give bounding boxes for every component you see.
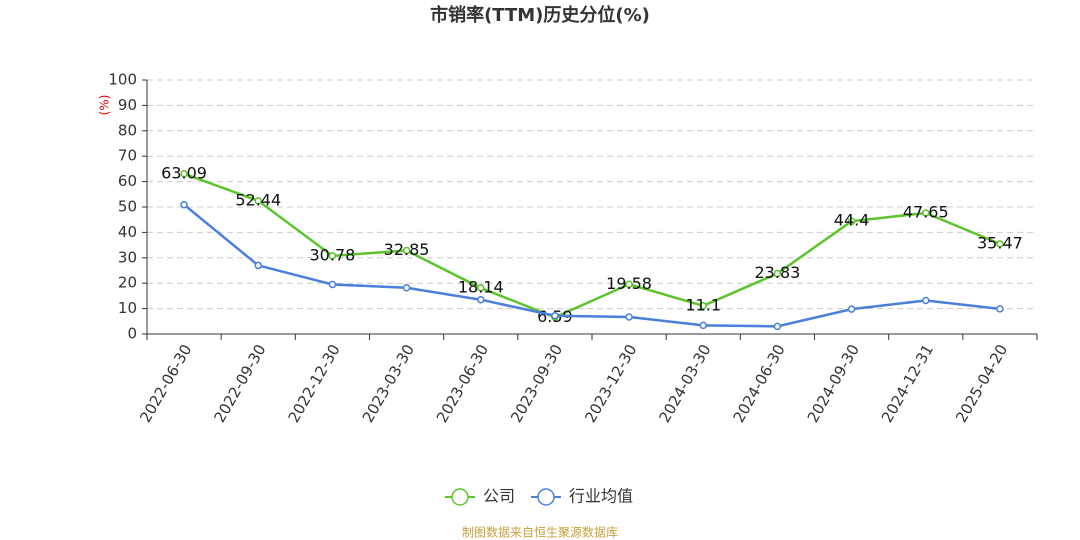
x-tick-label: 2022-06-30 — [136, 341, 195, 426]
point — [254, 261, 262, 270]
y-tick-label: 30 — [118, 248, 137, 266]
legend-marker — [451, 488, 469, 506]
data-label: 19.58 — [606, 274, 652, 293]
point — [254, 197, 262, 205]
data-label: 18.14 — [458, 277, 504, 296]
y-tick-label: 0 — [127, 325, 137, 343]
y-axis-label: (%) — [98, 95, 112, 116]
data-label: 30.78 — [310, 245, 356, 264]
legend-marker — [537, 488, 555, 506]
point — [847, 217, 856, 225]
y-tick-label: 70 — [118, 147, 137, 165]
point — [328, 280, 337, 289]
series-line — [183, 203, 1001, 328]
x-tick-label: 2024-06-30 — [730, 341, 789, 426]
point — [551, 311, 559, 320]
point — [996, 240, 1004, 248]
point — [180, 170, 188, 178]
data-label: 23.83 — [755, 263, 801, 282]
data-label: 32.85 — [384, 240, 430, 259]
data-label: 44.4 — [834, 211, 870, 230]
point — [922, 296, 930, 305]
point — [922, 209, 930, 217]
point — [699, 302, 707, 310]
y-tick-label: 100 — [108, 71, 137, 89]
point — [402, 246, 411, 255]
x-tick-label: 2023-12-30 — [581, 341, 640, 426]
x-tick-label: 2022-12-30 — [285, 341, 344, 426]
legend-label: 行业均值 — [569, 487, 633, 506]
point — [699, 321, 707, 330]
point — [773, 322, 782, 331]
data-label: 11.1 — [685, 295, 721, 314]
point — [477, 284, 485, 292]
data-label: 63.09 — [161, 163, 207, 182]
x-tick-label: 2023-09-30 — [507, 341, 566, 426]
source-note: 制图数据来自恒生聚源数据库 — [462, 525, 618, 540]
series-line — [183, 172, 1001, 319]
x-tick-label: 2023-06-30 — [433, 341, 492, 426]
y-tick-label: 80 — [118, 121, 137, 139]
y-tick-label: 60 — [118, 172, 137, 190]
x-tick-label: 2025-04-20 — [952, 341, 1011, 426]
data-label: 35.47 — [977, 233, 1023, 252]
x-tick-label: 2024-09-30 — [804, 341, 863, 426]
point — [180, 200, 188, 209]
y-tick-label: 90 — [118, 96, 137, 114]
point — [625, 313, 633, 321]
data-label: 52.44 — [235, 190, 281, 209]
point — [328, 252, 337, 260]
x-tick-label: 2024-03-30 — [655, 341, 714, 426]
chart-title: 市销率(TTM)历史分位(%) — [430, 4, 650, 26]
data-label: 47.65 — [903, 202, 949, 221]
point — [477, 295, 485, 304]
point — [773, 269, 782, 278]
point — [402, 284, 411, 292]
x-tick-label: 2023-03-30 — [359, 341, 418, 426]
x-tick-label: 2024-12-31 — [878, 341, 937, 426]
point — [996, 305, 1004, 313]
y-tick-label: 50 — [118, 198, 137, 216]
x-tick-label: 2022-09-30 — [210, 341, 269, 426]
point — [625, 280, 633, 289]
point — [847, 305, 856, 313]
y-tick-label: 40 — [118, 223, 137, 241]
legend-item[interactable]: 行业均值 — [531, 487, 633, 506]
y-tick-label: 20 — [118, 274, 137, 292]
legend-item[interactable]: 公司 — [445, 487, 515, 506]
legend-label: 公司 — [483, 487, 515, 506]
y-tick-label: 10 — [118, 299, 137, 317]
